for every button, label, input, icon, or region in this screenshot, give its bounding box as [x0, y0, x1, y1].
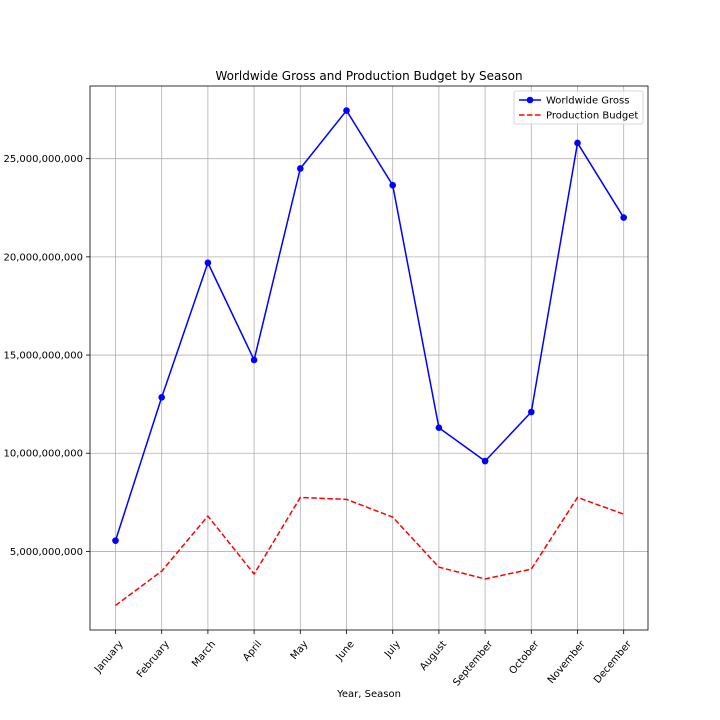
x-tick-label: April: [241, 639, 264, 664]
x-tick-label: August: [418, 639, 449, 673]
data-point-worldwide-gross: [343, 107, 350, 114]
data-point-worldwide-gross: [528, 408, 535, 416]
data-point-worldwide-gross: [204, 259, 212, 267]
data-point-worldwide-gross: [389, 181, 397, 189]
x-tick-label: February: [135, 639, 172, 680]
x-tick-label: June: [334, 639, 357, 664]
x-tick-label: October: [507, 638, 542, 676]
data-point-worldwide-gross: [574, 139, 581, 147]
x-tick-label: December: [592, 638, 634, 685]
y-tick-label: 20,000,000,000: [3, 252, 83, 263]
x-tick-label: November: [546, 638, 588, 686]
legend-frame: [513, 90, 644, 125]
data-point-worldwide-gross: [112, 537, 119, 544]
axis-ticks: January February March April May June July Augu…: [3, 154, 634, 688]
data-point-worldwide-gross: [620, 214, 627, 221]
x-tick-label: September: [451, 638, 496, 688]
data-point-worldwide-gross: [158, 393, 165, 401]
grid: [90, 86, 648, 630]
y-tick-label: 25,000,000,000: [3, 154, 83, 165]
x-axis-label: Year, Season: [336, 689, 401, 700]
legend-label-production-budget: Production Budget: [546, 111, 638, 122]
x-tick-label: May: [289, 639, 311, 662]
chart-title: Worldwide Gross and Production Budget by…: [215, 69, 522, 83]
legend-marker-worldwide-gross: [526, 96, 534, 104]
legend: Worldwide Gross Production Budget: [513, 90, 644, 125]
data-point-worldwide-gross: [481, 457, 489, 465]
series-layer: [112, 107, 627, 607]
y-tick-label: 10,000,000,000: [3, 449, 83, 460]
series-line-worldwide-gross: [114, 109, 625, 541]
data-point-worldwide-gross: [250, 356, 258, 364]
data-point-worldwide-gross: [435, 424, 443, 432]
x-tick-label: March: [190, 639, 218, 669]
x-tick-label: July: [382, 639, 403, 661]
y-tick-label: 5,000,000,000: [10, 547, 83, 558]
y-tick-label: 15,000,000,000: [3, 351, 83, 362]
x-tick-label: January: [92, 639, 125, 676]
legend-label-worldwide-gross: Worldwide Gross: [546, 96, 629, 107]
data-point-worldwide-gross: [297, 165, 304, 172]
series-line-production-budget: [115, 496, 624, 607]
plot-frame: [89, 85, 649, 631]
